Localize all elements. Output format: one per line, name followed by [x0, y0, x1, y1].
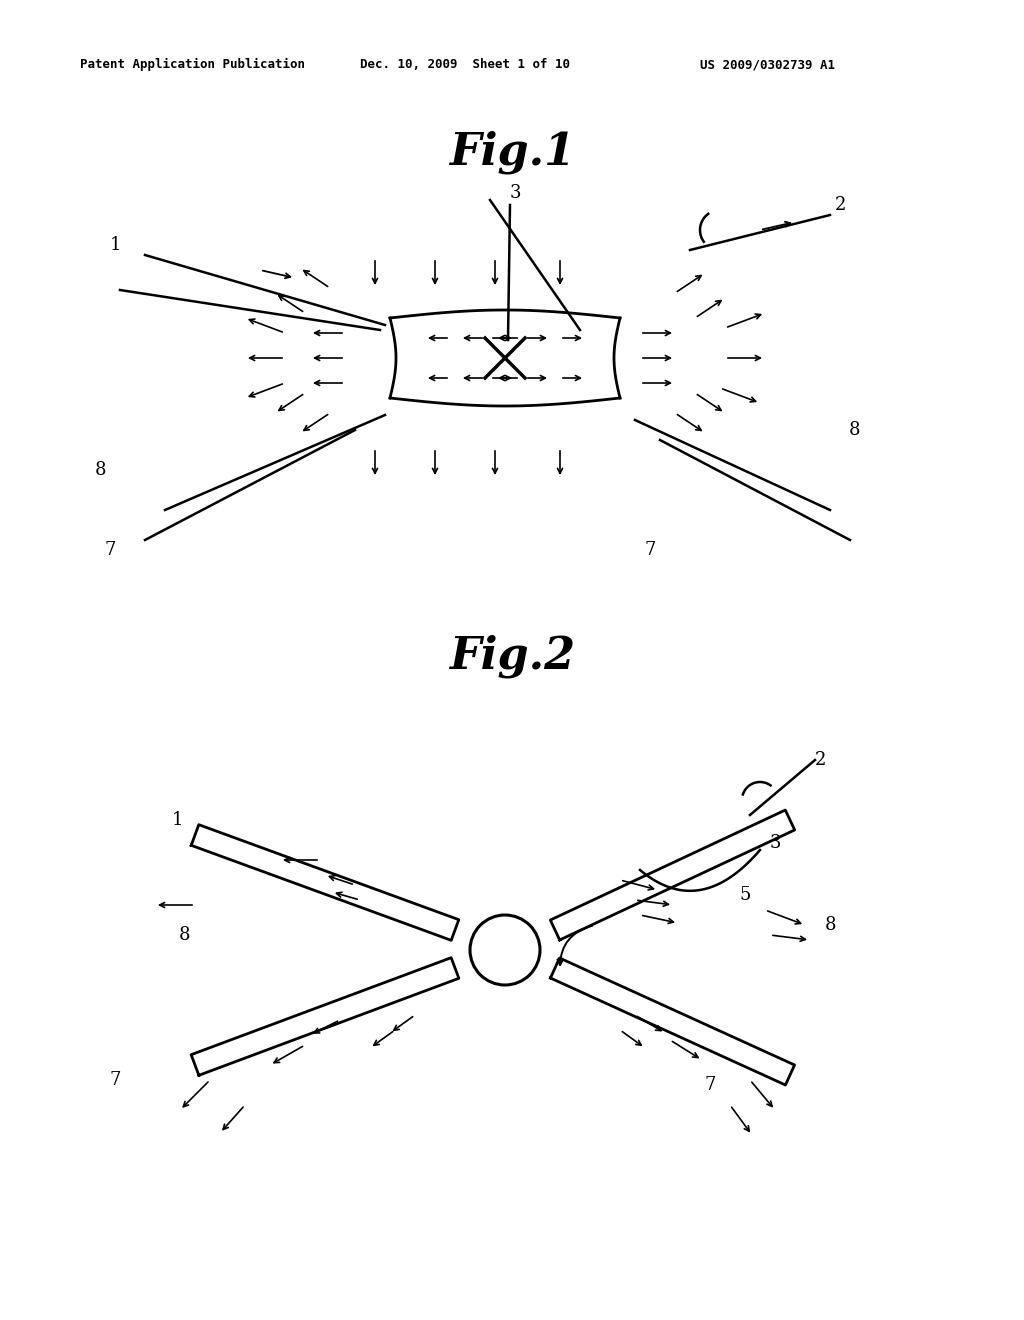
- Text: 7: 7: [705, 1076, 716, 1094]
- Text: 8: 8: [179, 927, 190, 944]
- Text: Fig.1: Fig.1: [449, 129, 575, 173]
- Text: 1: 1: [172, 810, 183, 829]
- Text: 7: 7: [644, 541, 655, 558]
- Text: US 2009/0302739 A1: US 2009/0302739 A1: [700, 58, 835, 71]
- Text: 1: 1: [110, 236, 121, 253]
- Text: 2: 2: [835, 195, 846, 214]
- Polygon shape: [550, 810, 795, 940]
- Text: Dec. 10, 2009  Sheet 1 of 10: Dec. 10, 2009 Sheet 1 of 10: [360, 58, 570, 71]
- Text: 3: 3: [769, 834, 780, 851]
- Text: Fig.2: Fig.2: [449, 635, 575, 678]
- Polygon shape: [191, 825, 459, 940]
- Text: 8: 8: [849, 421, 861, 440]
- Text: 8: 8: [824, 916, 836, 935]
- Text: 2: 2: [814, 751, 825, 770]
- Polygon shape: [551, 958, 795, 1085]
- Text: 7: 7: [110, 1071, 121, 1089]
- Polygon shape: [191, 958, 459, 1076]
- Text: 5: 5: [739, 886, 751, 904]
- Text: 3: 3: [509, 183, 521, 202]
- Text: 7: 7: [104, 541, 116, 558]
- Text: Patent Application Publication: Patent Application Publication: [80, 58, 305, 71]
- Text: 8: 8: [94, 461, 105, 479]
